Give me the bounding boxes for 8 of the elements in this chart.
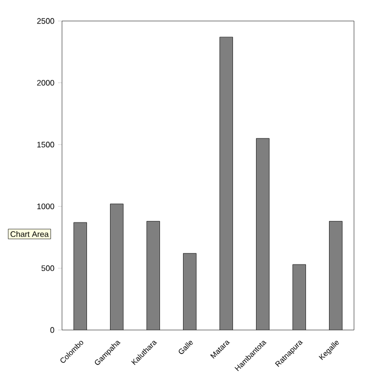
bar bbox=[74, 222, 87, 330]
bar bbox=[256, 138, 270, 330]
bar bbox=[292, 264, 306, 330]
bar bbox=[329, 221, 342, 330]
bar bbox=[146, 221, 160, 330]
bar bbox=[220, 36, 233, 330]
bar bbox=[183, 253, 196, 330]
bar bbox=[110, 204, 124, 330]
